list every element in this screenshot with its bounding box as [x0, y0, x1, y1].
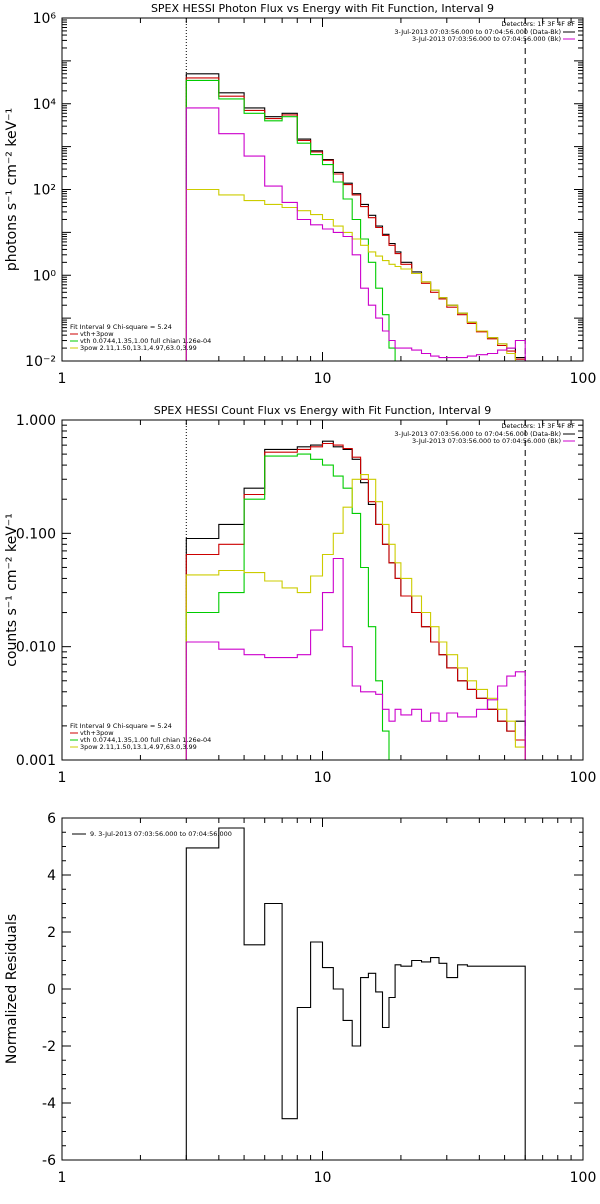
y-tick-label: 6: [47, 811, 56, 827]
legend-title: Detectors: 1F 3F 4F 8F: [501, 422, 575, 430]
legend-title: Detectors: 1F 3F 4F 8F: [501, 20, 575, 28]
legend-entry: vth+3pow: [80, 729, 114, 737]
y-axis-label: photons s⁻¹ cm⁻² keV⁻¹: [4, 108, 20, 271]
plot-frame: [61, 17, 584, 362]
chart-panel-1: SPEX HESSI Photon Flux vs Energy with Fi…: [4, 2, 596, 387]
legend-entry: 3-Jul-2013 07:03:56.000 to 07:04:56.000 …: [394, 430, 561, 438]
y-tick-label: 2: [47, 925, 56, 941]
legend-entry: 3pow 2.11,1.50,13.1,4.97,63.0,3.99: [80, 743, 197, 751]
y-tick-label: 0.001: [16, 753, 56, 769]
x-tick-label: 100: [570, 371, 597, 387]
series-line-3pow: [185, 188, 526, 362]
legend-entry: 3-Jul-2013 07:03:56.000 to 07:04:56.000 …: [394, 28, 561, 36]
y-tick-label: 10⁶: [33, 11, 57, 27]
chart-title: SPEX HESSI Count Flux vs Energy with Fit…: [154, 404, 491, 417]
legend-entry: 3-Jul-2013 07:03:56.000 to 07:04:56.000 …: [412, 35, 561, 43]
legend-entry: 3pow 2.11,1.50,13.1,4.97,63.0,3.99: [80, 344, 197, 352]
y-tick-label: 4: [47, 868, 56, 884]
y-tick-label: 10²: [33, 183, 56, 199]
y-axis-label: counts s⁻¹ cm⁻² keV⁻¹: [4, 513, 20, 667]
legend-top: Detectors: 1F 3F 4F 8F3-Jul-2013 07:03:5…: [394, 20, 575, 43]
y-tick-label: 10⁻²: [25, 354, 56, 370]
series-line-vth: [185, 79, 396, 361]
legend-entry: vth+3pow: [80, 330, 114, 338]
y-tick-label: 0.010: [16, 640, 56, 656]
y-tick-label: 10⁴: [33, 97, 57, 113]
chart-title: SPEX HESSI Photon Flux vs Energy with Fi…: [151, 2, 494, 15]
y-tick-label: 0: [47, 982, 56, 998]
y-tick-label: 10⁰: [33, 268, 57, 284]
x-tick-label: 10: [314, 1170, 332, 1186]
y-tick-label: 1.000: [16, 413, 56, 429]
legend-bottom: Fit Interval 9 Chi-square = 5.24vth+3pow…: [70, 323, 211, 352]
x-ticks: [61, 18, 584, 361]
series-line-residuals: [185, 827, 526, 1160]
x-tick-label: 100: [570, 1170, 597, 1186]
series-line-vth-3pow: [185, 442, 526, 760]
y-ticks: [62, 17, 583, 362]
x-tick-label: 10: [314, 371, 332, 387]
x-tick-label: 10: [314, 770, 332, 786]
y-tick-label: 0.100: [16, 526, 56, 542]
plot-frame: [61, 419, 584, 761]
y-ticks: [62, 817, 583, 1161]
plot-frame: [61, 817, 584, 1161]
series-line-3pow: [185, 474, 526, 760]
series-line-data-bk: [185, 440, 526, 760]
x-ticks: [61, 818, 584, 1160]
series-line-bk: [185, 107, 526, 361]
y-tick-label: -4: [42, 1096, 56, 1112]
legend-entry: vth 0.0744,1.35,1.00 full chian 1.26e-04: [80, 337, 211, 345]
legend-entry: 9. 3-Jul-2013 07:03:56.000 to 07:04:56.0…: [90, 830, 232, 838]
x-tick-label: 1: [58, 770, 67, 786]
y-tick-label: -6: [42, 1153, 56, 1169]
legend-entry: 3-Jul-2013 07:03:56.000 to 07:04:56.000 …: [412, 437, 561, 445]
legend-title: Fit Interval 9 Chi-square = 5.24: [70, 323, 172, 331]
chart-panel-3: 1 10 100 -6 -4 -2 0 2 4 6 Normalized Residuals 9. 3…: [4, 811, 596, 1186]
y-axis-label: Normalized Residuals: [4, 914, 20, 1064]
series-line-bk: [185, 557, 526, 760]
legend-top: 9. 3-Jul-2013 07:03:56.000 to 07:04:56.0…: [72, 830, 232, 838]
series-line-data-bk: [185, 73, 526, 361]
x-tick-label: 100: [570, 770, 597, 786]
chart-panel-2: SPEX HESSI Count Flux vs Energy with Fit…: [4, 404, 596, 786]
series-line-vth: [185, 453, 396, 761]
y-ticks: [62, 419, 583, 761]
x-tick-label: 1: [58, 1170, 67, 1186]
legend-entry: vth 0.0744,1.35,1.00 full chian 1.26e-04: [80, 736, 211, 744]
legend-top: Detectors: 1F 3F 4F 8F3-Jul-2013 07:03:5…: [394, 422, 575, 445]
y-tick-label: -2: [42, 1039, 56, 1055]
x-tick-label: 1: [58, 371, 67, 387]
legend-bottom: Fit Interval 9 Chi-square = 5.24vth+3pow…: [70, 722, 211, 751]
legend-title: Fit Interval 9 Chi-square = 5.24: [70, 722, 172, 730]
